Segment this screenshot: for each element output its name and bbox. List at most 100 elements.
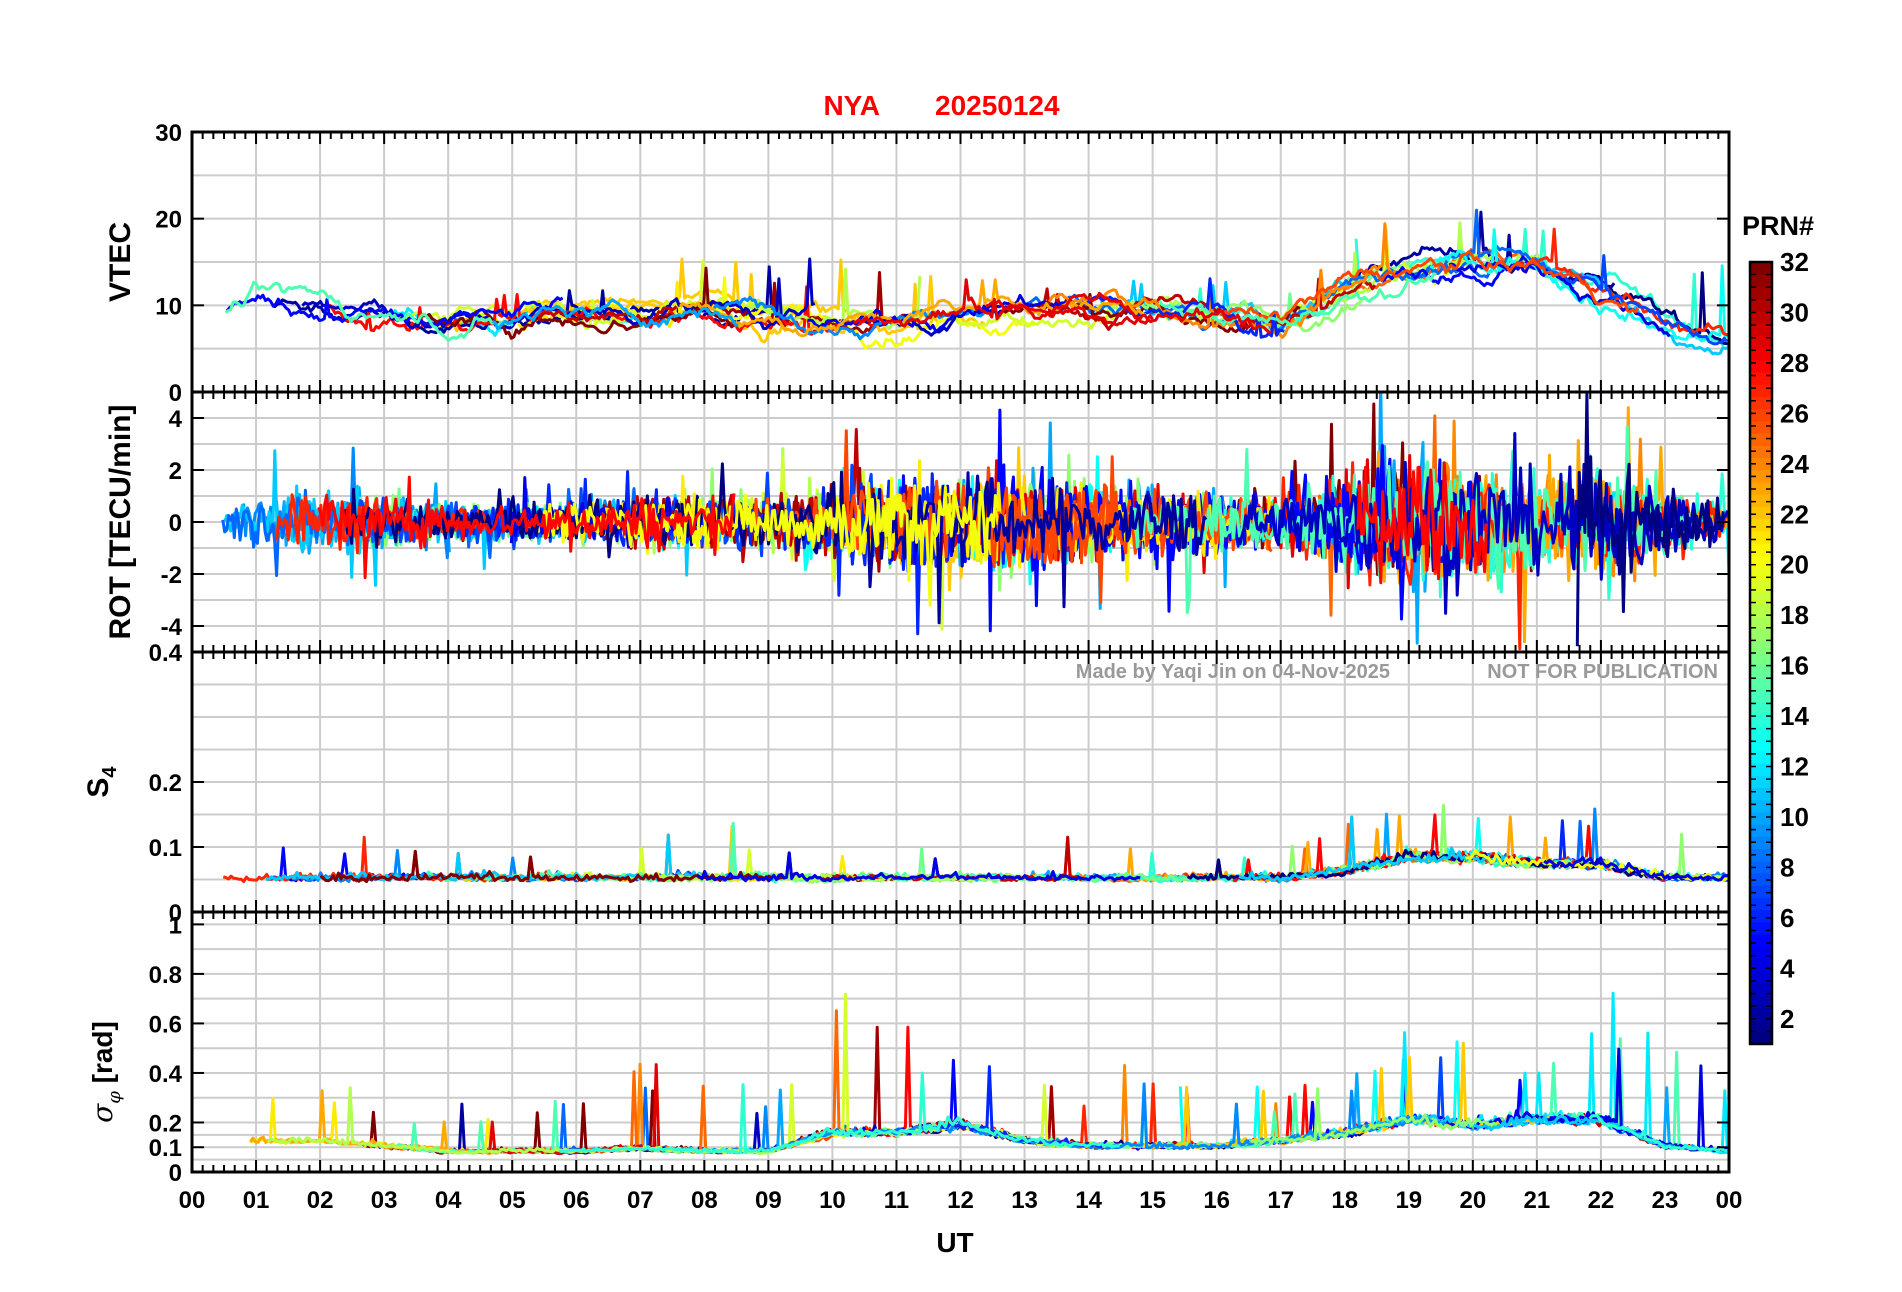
x-tick-label: 12 (947, 1187, 974, 1214)
colorbar-segment (1750, 298, 1772, 312)
colorbar-segment (1750, 481, 1772, 495)
colorbar-segment (1750, 787, 1772, 801)
colorbar-segment (1750, 530, 1772, 544)
figure-title: NYA 20250124 (823, 90, 1060, 121)
prn-series-line (797, 1093, 1196, 1149)
y-tick-label: 0.2 (149, 770, 182, 797)
colorbar-segment (1750, 799, 1772, 813)
x-tick-label: 15 (1139, 1187, 1166, 1214)
y-tick-label: 2 (169, 458, 182, 485)
colorbar-tick-label: 20 (1780, 550, 1809, 580)
colorbar-segment (1750, 555, 1772, 569)
prn-series-line (491, 298, 739, 331)
grid (191, 652, 1730, 912)
colorbar-segment (1750, 665, 1772, 679)
colorbar-segment (1750, 726, 1772, 740)
colorbar-segment (1750, 384, 1772, 398)
colorbar-segment (1750, 396, 1772, 410)
colorbar-segment (1750, 946, 1772, 960)
y-tick-label: 0 (169, 1160, 182, 1187)
colorbar-segment (1750, 567, 1772, 581)
colorbar-segment (1750, 371, 1772, 385)
prn-series-line (712, 295, 987, 341)
prn-series-line (807, 293, 1067, 333)
colorbar-segment (1750, 934, 1772, 947)
colorbar-tick-label: 8 (1780, 852, 1794, 882)
colorbar-segment (1750, 921, 1772, 935)
panel-vtec: 0 10 20 30 VTEC (104, 120, 1731, 407)
colorbar-segment (1750, 1019, 1772, 1033)
colorbar-tick-label: 22 (1780, 499, 1809, 529)
series-group (249, 991, 1729, 1156)
x-tick-label: 10 (819, 1187, 846, 1214)
colorbar-segment (1750, 262, 1772, 275)
colorbar-segment (1750, 628, 1772, 642)
colorbar-segment (1750, 762, 1772, 776)
x-axis-label: UT (936, 1227, 973, 1258)
colorbar-segment (1750, 469, 1772, 483)
prn-series-line (1575, 392, 1725, 647)
colorbar-segment (1750, 518, 1772, 532)
y-tick-label: 4 (169, 406, 183, 433)
prn-series-line (1181, 815, 1550, 882)
prn-series-line (224, 280, 514, 343)
prn-series-line (1219, 250, 1640, 321)
prn-series-line (1543, 856, 1729, 882)
colorbar-segment (1750, 420, 1772, 434)
colorbar-segment (1750, 848, 1772, 862)
x-tick-label: 11 (884, 1187, 909, 1214)
y-tick-label: 0.4 (149, 1061, 183, 1088)
prn-series-line (1086, 277, 1285, 339)
y-tick-label: 0.6 (149, 1011, 182, 1038)
colorbar-segment (1750, 347, 1772, 361)
prn-series-line (461, 824, 867, 883)
y-tick-label: 0 (169, 510, 182, 537)
prn-series-line (853, 278, 1272, 334)
colorbar-segment (1750, 958, 1772, 972)
prn-series-line (742, 429, 1119, 569)
colorbar-tick-label: 14 (1780, 701, 1809, 731)
y-tick-label: 0.8 (149, 962, 182, 989)
colorbar-segment (1750, 775, 1772, 789)
ticks (191, 131, 1730, 393)
series-group (222, 803, 1729, 884)
colorbar-tick-label: 24 (1780, 449, 1809, 479)
y-tick-label: 10 (155, 293, 182, 320)
prn-series-line (537, 305, 678, 325)
series-group (221, 392, 1729, 651)
prn-series-line (249, 1096, 543, 1154)
colorbar-tick-label: 16 (1780, 651, 1809, 681)
colorbar-segment (1750, 738, 1772, 752)
colorbar-segment (1750, 274, 1772, 288)
prn-series-line (1158, 272, 1437, 327)
colorbar-label: PRN# (1742, 211, 1814, 241)
colorbar-segment (1750, 750, 1772, 764)
colorbar-segment (1750, 359, 1772, 373)
colorbar-segment (1750, 1007, 1772, 1021)
colorbar-segment (1750, 408, 1772, 422)
prn-series-line (929, 812, 1442, 884)
colorbar-segment (1750, 824, 1772, 837)
panel-s4: 0 0.1 0.2 0.4 S4 (82, 640, 1731, 927)
y-tick-label: 0.1 (149, 1135, 182, 1162)
colorbar-segment (1750, 506, 1772, 520)
prn-series-line (317, 475, 736, 580)
colorbar-segment (1750, 860, 1772, 874)
colorbar-tick-label: 6 (1780, 903, 1794, 933)
prn-series-line (1593, 271, 1729, 346)
prn-series-line (1356, 461, 1488, 585)
watermark: Made by Yaqi Jin on 04-Nov-2025 NOT FOR … (1076, 661, 1718, 683)
x-tick-label: 14 (1075, 1187, 1102, 1214)
x-tick-label: 03 (371, 1187, 398, 1214)
colorbar-tick-label: 30 (1780, 297, 1809, 327)
prn-series-line (1238, 815, 1509, 883)
x-tick-label: 23 (1652, 1187, 1679, 1214)
x-tick-label: 08 (691, 1187, 718, 1214)
colorbar-tick-label: 18 (1780, 600, 1809, 630)
x-tick-label: 00 (1716, 1187, 1743, 1214)
colorbar-segment (1750, 591, 1772, 605)
x-tick-label: 09 (755, 1187, 782, 1214)
y-tick-label: 0.1 (149, 835, 182, 862)
colorbar-segment (1750, 995, 1772, 1008)
